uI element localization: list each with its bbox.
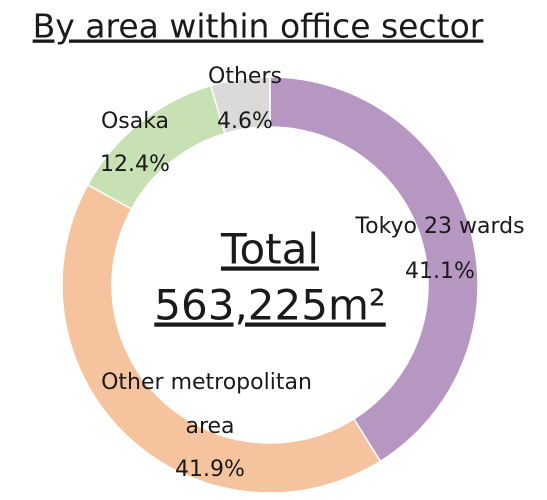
category-label: Others <box>208 64 282 89</box>
category-label: Tokyo 23 wards <box>354 214 524 239</box>
slice <box>269 76 479 463</box>
slice <box>86 84 226 210</box>
category-label: Other metropolitan area <box>101 370 319 439</box>
label-line: Other metropolitan <box>101 370 319 395</box>
value-label: 41.9% <box>175 457 245 482</box>
category-label: Osaka <box>101 109 169 134</box>
value-label: 41.1% <box>405 259 475 284</box>
center-value: 563,225m² <box>154 281 385 330</box>
value-label: 12.4% <box>100 152 170 177</box>
label-line: area <box>185 414 234 439</box>
chart-title: By area within office sector <box>33 7 484 46</box>
slices <box>61 76 479 494</box>
slice <box>61 183 382 494</box>
value-label: 4.6% <box>217 109 273 134</box>
slice <box>209 76 271 135</box>
center-title: Total <box>220 225 319 274</box>
